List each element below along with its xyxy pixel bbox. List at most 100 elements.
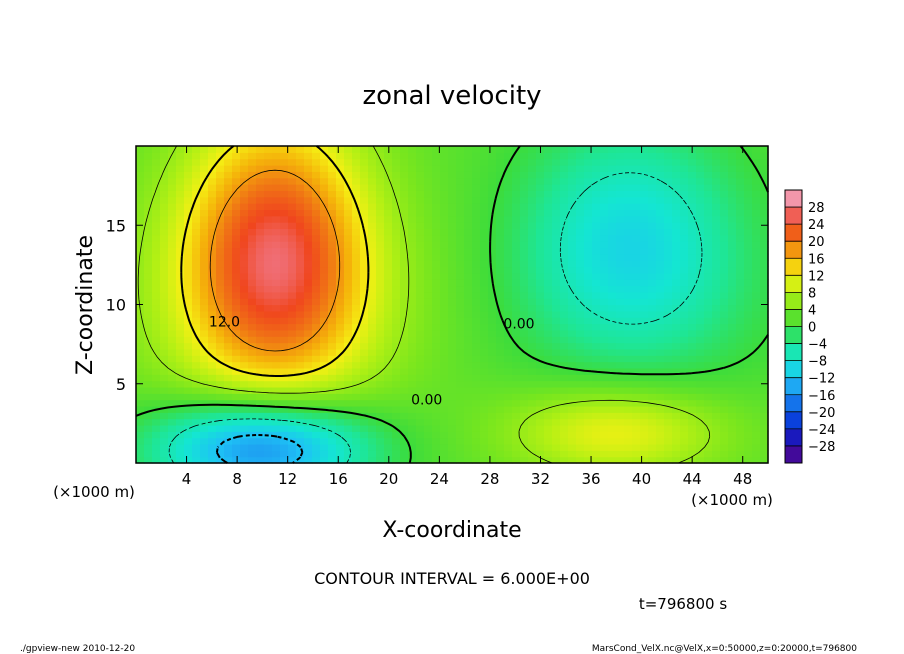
field-cell — [360, 424, 369, 432]
field-cell — [160, 437, 169, 445]
field-cell — [504, 146, 513, 153]
field-cell — [352, 253, 361, 261]
field-cell — [248, 272, 257, 280]
y-tick-label: 5 — [116, 375, 126, 394]
field-cell — [136, 241, 145, 249]
field-cell — [328, 443, 337, 451]
field-cell — [728, 424, 737, 432]
field-cell — [488, 171, 497, 179]
field-cell — [760, 310, 769, 318]
field-cell — [568, 374, 577, 382]
field-cell — [256, 304, 265, 312]
field-cell — [208, 228, 217, 236]
field-cell — [336, 456, 345, 464]
field-cell — [592, 222, 601, 230]
field-cell — [344, 222, 353, 230]
field-cell — [360, 190, 369, 198]
colorbar-band — [785, 411, 802, 430]
field-cell — [472, 241, 481, 249]
field-cell — [760, 431, 769, 439]
field-cell — [624, 266, 633, 274]
field-cell — [456, 450, 465, 458]
field-cell — [656, 456, 665, 464]
field-cell — [232, 253, 241, 261]
field-cell — [728, 203, 737, 210]
field-cell — [760, 450, 769, 458]
field-cell — [392, 399, 401, 407]
field-cell — [160, 443, 169, 451]
field-cell — [704, 412, 713, 420]
field-cell — [648, 266, 657, 274]
field-cell — [312, 215, 321, 223]
field-cell — [488, 158, 497, 166]
field-cell — [576, 317, 585, 325]
field-cell — [432, 355, 441, 363]
field-cell — [168, 279, 177, 287]
field-cell — [184, 152, 193, 160]
field-cell — [568, 298, 577, 306]
field-cell — [392, 215, 401, 223]
field-cell — [568, 209, 577, 217]
field-cell — [184, 171, 193, 179]
field-cell — [328, 456, 337, 464]
field-cell — [176, 171, 185, 179]
field-cell — [184, 323, 193, 331]
field-cell — [552, 279, 561, 287]
field-cell — [192, 184, 201, 191]
field-cell — [504, 323, 513, 331]
field-cell — [488, 367, 497, 375]
field-cell — [736, 399, 745, 407]
field-cell — [600, 386, 609, 394]
field-cell — [360, 234, 369, 242]
field-cell — [416, 247, 425, 255]
field-cell — [240, 431, 249, 439]
field-cell — [144, 171, 153, 179]
field-cell — [568, 279, 577, 287]
field-cell — [256, 215, 265, 223]
field-cell — [656, 203, 665, 210]
field-cell — [488, 361, 497, 369]
field-cell — [312, 336, 321, 344]
field-cell — [576, 165, 585, 172]
field-cell — [440, 317, 449, 325]
field-cell — [232, 443, 241, 451]
field-cell — [560, 222, 569, 230]
field-cell — [184, 424, 193, 432]
field-cell — [152, 152, 161, 160]
field-cell — [680, 228, 689, 236]
field-cell — [272, 329, 281, 337]
field-cell — [528, 317, 537, 325]
field-cell — [168, 196, 177, 204]
field-cell — [384, 279, 393, 287]
field-cell — [256, 228, 265, 236]
field-cell — [152, 222, 161, 230]
field-cell — [280, 418, 289, 426]
field-cell — [272, 177, 281, 185]
field-cell — [680, 336, 689, 344]
field-cell — [176, 329, 185, 337]
field-cell — [200, 203, 209, 210]
field-cell — [632, 418, 641, 426]
field-cell — [440, 215, 449, 223]
field-cell — [280, 158, 289, 166]
field-cell — [424, 165, 433, 172]
field-cell — [272, 190, 281, 198]
field-cell — [496, 165, 505, 172]
field-cell — [624, 171, 633, 179]
contour-line — [180, 145, 370, 377]
field-cell — [432, 260, 441, 268]
field-cell — [488, 298, 497, 306]
field-cell — [456, 367, 465, 375]
field-cell — [288, 146, 297, 153]
field-cell — [456, 310, 465, 318]
field-cell — [440, 196, 449, 204]
field-cell — [288, 228, 297, 236]
field-cell — [144, 203, 153, 210]
field-cell — [432, 215, 441, 223]
field-cell — [592, 317, 601, 325]
field-cell — [384, 336, 393, 344]
field-cell — [336, 215, 345, 223]
field-cell — [192, 367, 201, 375]
field-cell — [496, 418, 505, 426]
field-cell — [472, 203, 481, 210]
